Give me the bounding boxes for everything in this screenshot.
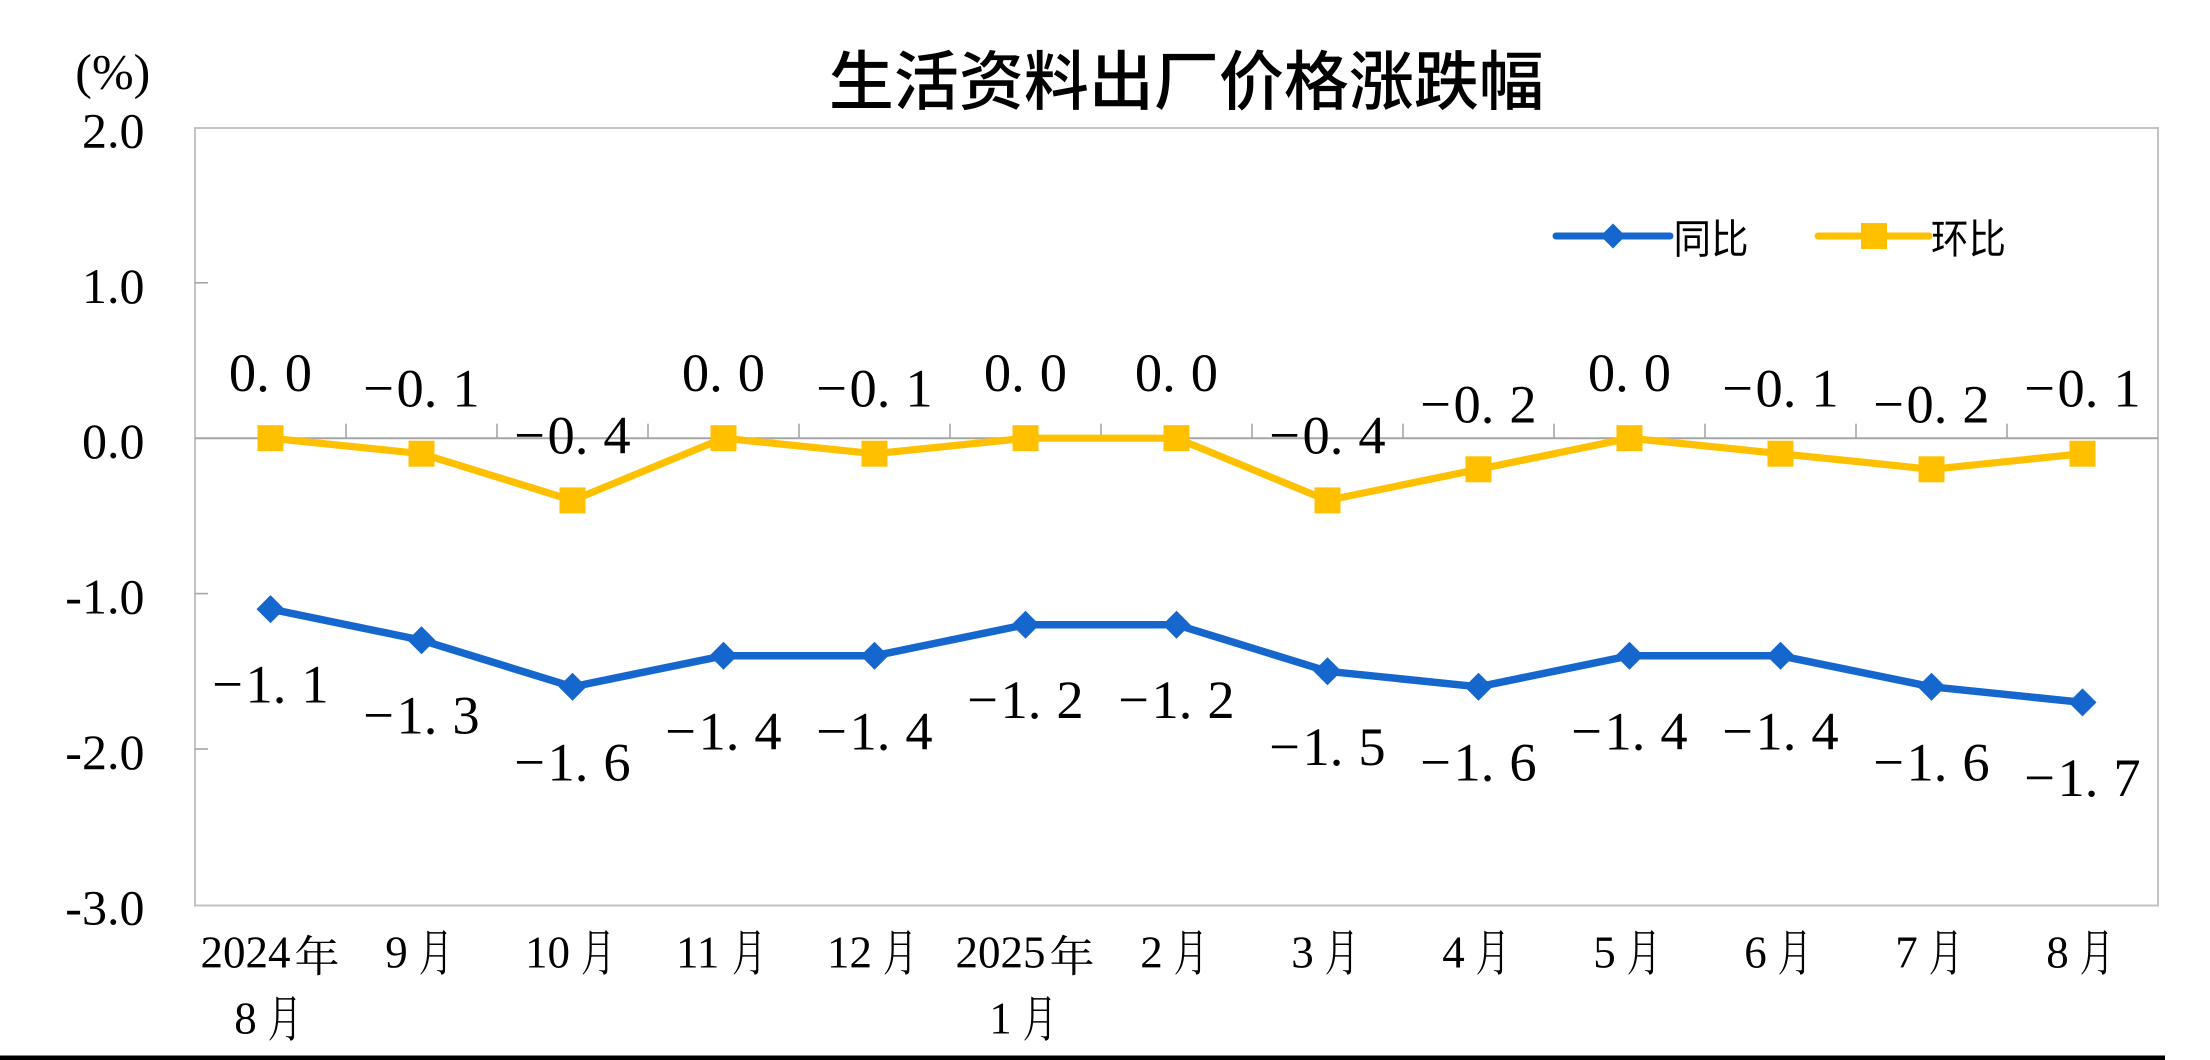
svg-text:3: 3 (452, 685, 479, 746)
svg-text:5: 5 (1593, 928, 1616, 978)
svg-text:(%): (%) (75, 44, 150, 100)
svg-text:4: 4 (905, 700, 932, 761)
svg-text:−: − (665, 700, 696, 761)
svg-text:6: 6 (1962, 731, 1989, 792)
svg-text:4: 4 (603, 404, 630, 465)
svg-text:4: 4 (1358, 404, 1385, 465)
svg-text:0: 0 (285, 342, 312, 403)
svg-text:-2.0: -2.0 (65, 724, 144, 780)
svg-text:0.: 0. (548, 404, 589, 465)
svg-text:-1.0: -1.0 (65, 569, 144, 625)
svg-text:4: 4 (1660, 700, 1687, 761)
svg-text:6: 6 (603, 731, 630, 792)
svg-text:−: − (1420, 373, 1451, 434)
svg-text:0.: 0. (1588, 342, 1629, 403)
svg-text:1.0: 1.0 (82, 258, 145, 314)
svg-text:0.: 0. (397, 358, 438, 419)
svg-text:1.: 1. (397, 685, 438, 746)
svg-text:1.: 1. (2058, 747, 2099, 808)
svg-text:8: 8 (2046, 928, 2069, 978)
svg-text:2024: 2024 (201, 928, 291, 978)
svg-text:2: 2 (1207, 669, 1234, 730)
svg-text:8: 8 (234, 994, 257, 1044)
svg-text:0.: 0. (229, 342, 270, 403)
svg-text:1.: 1. (1756, 700, 1797, 761)
svg-text:1.: 1. (1001, 669, 1042, 730)
svg-text:1: 1 (989, 994, 1012, 1044)
svg-text:−: − (212, 654, 243, 715)
svg-text:1: 1 (905, 358, 932, 419)
svg-text:−: − (1420, 731, 1451, 792)
svg-text:1.: 1. (850, 700, 891, 761)
svg-text:1: 1 (2113, 358, 2140, 419)
svg-text:2.0: 2.0 (82, 102, 145, 158)
svg-text:10: 10 (525, 928, 570, 978)
svg-text:2: 2 (1509, 373, 1536, 434)
svg-text:1.: 1. (1152, 669, 1193, 730)
svg-text:6: 6 (1744, 928, 1767, 978)
svg-text:−: − (1118, 669, 1149, 730)
svg-text:−: − (1269, 716, 1300, 777)
svg-text:2: 2 (1962, 373, 1989, 434)
svg-text:0.: 0. (1303, 404, 1344, 465)
svg-text:−: − (363, 685, 394, 746)
svg-text:−: − (514, 404, 545, 465)
svg-text:7: 7 (2113, 747, 2140, 808)
svg-text:3: 3 (1291, 928, 1314, 978)
svg-text:−: − (1571, 700, 1602, 761)
svg-text:1.: 1. (1907, 731, 1948, 792)
svg-text:1: 1 (452, 358, 479, 419)
svg-text:2: 2 (1140, 928, 1163, 978)
svg-text:2: 2 (1056, 669, 1083, 730)
svg-text:9: 9 (385, 928, 408, 978)
svg-text:−: − (1269, 404, 1300, 465)
svg-text:11: 11 (676, 928, 719, 978)
svg-text:0.: 0. (850, 358, 891, 419)
svg-text:1: 1 (301, 654, 328, 715)
svg-text:12: 12 (827, 928, 872, 978)
svg-text:6: 6 (1509, 731, 1536, 792)
svg-text:1.: 1. (699, 700, 740, 761)
svg-text:1.: 1. (1303, 716, 1344, 777)
svg-text:−: − (2024, 747, 2055, 808)
svg-text:−: − (967, 669, 998, 730)
svg-text:5: 5 (1358, 716, 1385, 777)
svg-text:1.: 1. (548, 731, 589, 792)
svg-text:0.: 0. (1907, 373, 1948, 434)
svg-text:−: − (1722, 700, 1753, 761)
svg-text:0.: 0. (1454, 373, 1495, 434)
svg-text:1.: 1. (246, 654, 287, 715)
svg-text:4: 4 (1442, 928, 1465, 978)
svg-text:4: 4 (754, 700, 781, 761)
svg-text:1.: 1. (1454, 731, 1495, 792)
svg-text:0.: 0. (1135, 342, 1176, 403)
svg-text:0: 0 (1040, 342, 1067, 403)
svg-text:−: − (1873, 373, 1904, 434)
svg-text:−: − (816, 700, 847, 761)
svg-text:0.: 0. (984, 342, 1025, 403)
svg-text:0.: 0. (2058, 358, 2099, 419)
svg-text:−: − (1722, 358, 1753, 419)
svg-text:−: − (2024, 358, 2055, 419)
svg-text:−: − (1873, 731, 1904, 792)
svg-text:0.: 0. (1756, 358, 1797, 419)
svg-text:2025: 2025 (956, 928, 1046, 978)
svg-text:4: 4 (1811, 700, 1838, 761)
svg-text:0.0: 0.0 (82, 413, 145, 469)
svg-text:1: 1 (1811, 358, 1838, 419)
svg-text:0: 0 (1644, 342, 1671, 403)
svg-text:1.: 1. (1605, 700, 1646, 761)
svg-text:−: − (816, 358, 847, 419)
svg-text:7: 7 (1895, 928, 1918, 978)
svg-text:0: 0 (738, 342, 765, 403)
svg-text:0.: 0. (682, 342, 723, 403)
svg-text:-3.0: -3.0 (65, 879, 144, 935)
svg-text:−: − (514, 731, 545, 792)
svg-text:0: 0 (1191, 342, 1218, 403)
svg-text:−: − (363, 358, 394, 419)
